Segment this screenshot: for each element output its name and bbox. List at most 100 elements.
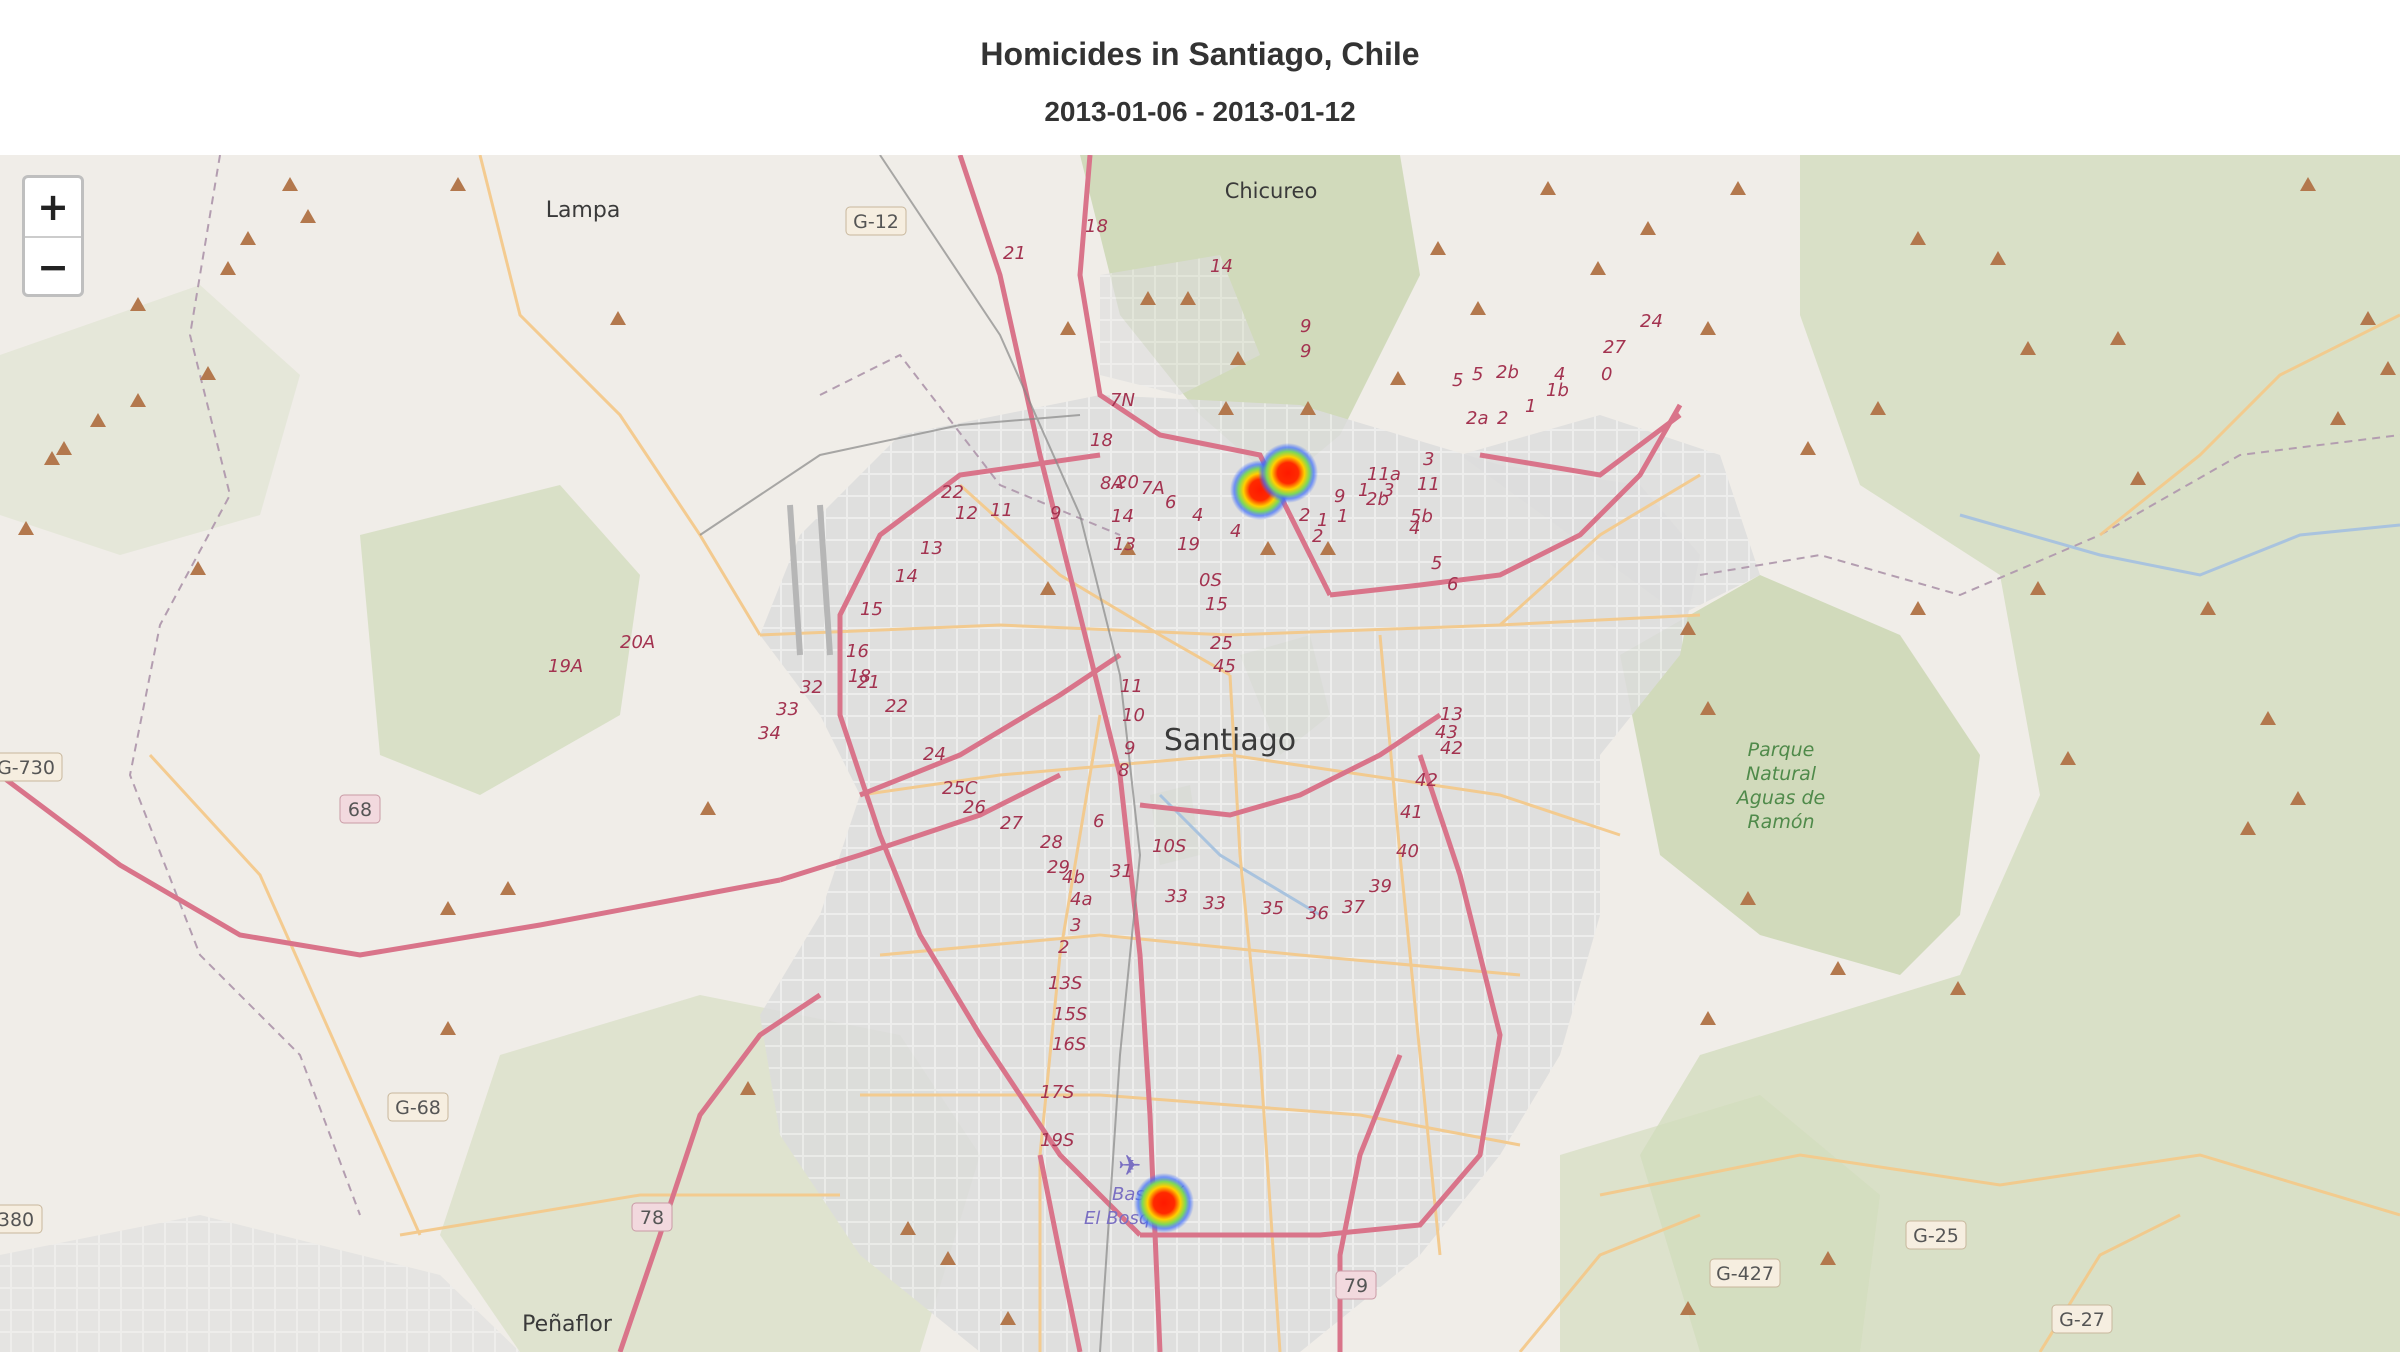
route-number-label: 10S <box>1152 836 1186 857</box>
shield-g427: G-427 <box>1709 1258 1781 1288</box>
route-number-label: 35 <box>1261 898 1284 919</box>
route-number-label: 25 <box>1210 633 1233 654</box>
route-number-label: 18 <box>1085 216 1108 237</box>
svg-text:68: 68 <box>348 799 372 821</box>
route-number-label: 29 <box>1047 857 1070 878</box>
route-number-label: 10 <box>1122 705 1145 726</box>
route-number-label: 15 <box>860 599 883 620</box>
svg-text:G-27: G-27 <box>2059 1309 2105 1331</box>
route-number-label: 42 <box>1440 738 1463 759</box>
route-number-label: 9 <box>1300 316 1311 337</box>
svg-text:G-12: G-12 <box>853 211 899 233</box>
route-number-label: 8 <box>1118 760 1129 781</box>
route-number-label: 5 <box>1452 370 1463 391</box>
shield-g12: G-12 <box>845 206 907 236</box>
route-number-label: 13 <box>1440 704 1463 725</box>
route-number-label: 11 <box>990 500 1013 521</box>
route-number-label: 19S <box>1040 1130 1074 1151</box>
route-number-label: 31 <box>1110 861 1133 882</box>
map-container[interactable]: 21 18 14 9 9 8A 7A 6 4 4 12 11 9 13 14 15 16 18 32 33 34 19A 2… <box>0 155 2400 1352</box>
secondary-roads <box>148 155 2400 1352</box>
svg-text:79: 79 <box>1344 1275 1368 1297</box>
zoom-out-button[interactable]: − <box>25 236 81 294</box>
route-number-label: 2 <box>1497 408 1508 429</box>
svg-text:78: 78 <box>640 1207 664 1229</box>
route-number-label: 0 <box>1601 364 1612 385</box>
route-number-label: 20 <box>1116 472 1139 493</box>
route-number-label: 33 <box>1203 893 1226 914</box>
route-number-label: 7N <box>1110 390 1135 411</box>
page-title: Homicides in Santiago, Chile <box>980 36 1420 72</box>
route-number-label: 4b <box>1062 867 1085 888</box>
route-number-label: 18 <box>848 666 871 687</box>
route-number-label: 27 <box>1000 813 1023 834</box>
route-number-label: 45 <box>1213 656 1236 677</box>
route-number-label: 1 <box>1317 510 1328 531</box>
route-number-label: 27 <box>1603 337 1626 358</box>
route-number-label: 22 <box>885 696 908 717</box>
label-penaflor: Peñaflor <box>522 1312 613 1337</box>
route-number-label: 14 <box>895 566 918 587</box>
route-number-label: 37 <box>1342 897 1365 918</box>
route-number-label: 7A <box>1141 478 1165 499</box>
route-number-label: 3 <box>1423 449 1434 470</box>
svg-text:G-730: G-730 <box>0 757 55 779</box>
header: Homicides in Santiago, Chile 2013-01-06 … <box>0 0 2400 155</box>
route-number-label: 12 <box>955 503 978 524</box>
route-number-label: 4 <box>1192 505 1203 526</box>
route-number-label: 13S <box>1048 973 1082 994</box>
rivers <box>1158 513 2400 917</box>
shield-78: 78 <box>631 1202 673 1232</box>
route-number-label: 33 <box>1165 886 1188 907</box>
svg-text:380: 380 <box>0 1209 34 1231</box>
route-number-label: 21 <box>857 672 880 693</box>
railway <box>699 155 1142 1352</box>
route-number-label: 2 <box>1312 526 1323 547</box>
route-number-label: 34 <box>758 723 781 744</box>
primary-roads <box>0 155 1683 1352</box>
route-number-label: 14 <box>1210 256 1233 277</box>
route-number-label: 6 <box>1447 574 1458 595</box>
heatmap-layer <box>1134 443 1318 1233</box>
route-number-label: 24 <box>1640 311 1663 332</box>
route-number-label: 1 <box>1525 396 1536 417</box>
route-number-label: 2b <box>1496 362 1519 383</box>
route-number-label: 4 <box>1409 518 1420 539</box>
zoom-in-button[interactable]: + <box>37 185 69 229</box>
route-number-label: 9 <box>1334 486 1345 507</box>
shield-g68: G-68 <box>387 1092 449 1122</box>
route-number-label: 13 <box>920 538 943 559</box>
heatmap-point <box>1134 1173 1194 1233</box>
route-number-label: 9 <box>1050 503 1061 524</box>
route-number-label: 1 <box>1358 480 1369 501</box>
route-number-label: 11a <box>1367 464 1401 485</box>
route-number-label: 6 <box>1165 492 1176 513</box>
route-number-label: 26 <box>963 797 986 818</box>
airport-runway <box>787 504 833 656</box>
route-number-label: 13 <box>1113 534 1136 555</box>
route-number-label: 11 <box>1120 676 1143 697</box>
route-number-label: 2 <box>1058 937 1069 958</box>
label-santiago: Santiago <box>1164 723 1296 758</box>
svg-text:G-25: G-25 <box>1913 1225 1959 1247</box>
label-parque-3: Aguas de <box>1735 787 1825 809</box>
route-number-label: 21 <box>1003 243 1026 264</box>
route-number-label: 39 <box>1369 876 1392 897</box>
route-number-label: 28 <box>1040 832 1063 853</box>
route-number-label: 1b <box>1546 380 1569 401</box>
route-number-label: 24 <box>923 744 946 765</box>
route-number-label: 3 <box>1070 915 1081 936</box>
label-chicureo: Chicureo <box>1225 179 1318 203</box>
route-number-label: 1 <box>1337 506 1348 527</box>
label-parque-1: Parque <box>1748 739 1815 761</box>
route-number-label: 6 <box>1093 811 1104 832</box>
route-number-label: 36 <box>1306 903 1329 924</box>
admin-boundaries <box>128 155 2400 1216</box>
mountain-peaks <box>18 177 2396 1325</box>
route-number-label: 42 <box>1415 770 1438 791</box>
route-number-label: 20A <box>620 632 655 653</box>
shield-g730: G-730 <box>0 752 63 782</box>
shield-380: 380 <box>0 1204 43 1234</box>
route-number-label: 22 <box>941 482 964 503</box>
